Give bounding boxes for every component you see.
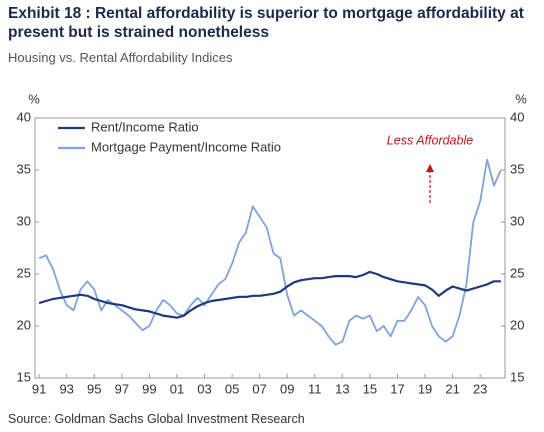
legend-label: Mortgage Payment/Income Ratio (91, 139, 281, 154)
legend-label: Rent/Income Ratio (91, 119, 199, 134)
y-tick-label: 30 (17, 213, 31, 228)
y2-axis-label: % (515, 91, 527, 106)
x-tick-label: 01 (170, 381, 184, 396)
x-tick-label: 23 (473, 381, 487, 396)
series-line (38, 270, 501, 319)
annotation: Less Affordable (387, 133, 473, 147)
chart-subtitle: Housing vs. Rental Affordability Indices (8, 50, 233, 65)
y2-tick-label: 40 (510, 109, 524, 124)
y-tick-label: 25 (17, 265, 31, 280)
y-tick-label: 15 (17, 369, 31, 384)
x-tick-label: 13 (335, 381, 349, 396)
x-tick-label: 03 (197, 381, 211, 396)
x-tick-label: 91 (32, 381, 46, 396)
y-tick-label: 35 (17, 161, 31, 176)
series-line (38, 158, 502, 346)
x-tick-label: 07 (252, 381, 266, 396)
x-tick-label: 15 (363, 381, 377, 396)
source: Source: Goldman Sachs Global Investment … (8, 412, 305, 426)
x-tick-label: 99 (142, 381, 156, 396)
y2-tick-label: 15 (510, 369, 524, 384)
y-tick-label: 40 (17, 109, 31, 124)
x-tick-label: 11 (308, 381, 322, 396)
y-axis-label: % (28, 91, 40, 106)
x-tick-label: 93 (59, 381, 73, 396)
x-tick-label: 21 (445, 381, 459, 396)
plot-frame (34, 117, 506, 379)
y2-tick-label: 25 (510, 265, 524, 280)
x-tick-label: 17 (390, 381, 404, 396)
chart-title: Exhibit 18 : Rental affordability is sup… (8, 5, 524, 41)
x-tick-label: 19 (418, 381, 432, 396)
annotation-arrowhead (426, 164, 434, 172)
y2-tick-label: 30 (510, 213, 524, 228)
y-tick-label: 20 (17, 317, 31, 332)
y2-tick-label: 20 (510, 317, 524, 332)
x-tick-label: 05 (225, 381, 239, 396)
x-tick-label: 97 (115, 381, 129, 396)
x-tick-label: 95 (87, 381, 101, 396)
y2-tick-label: 35 (510, 161, 524, 176)
x-tick-label: 09 (280, 381, 294, 396)
